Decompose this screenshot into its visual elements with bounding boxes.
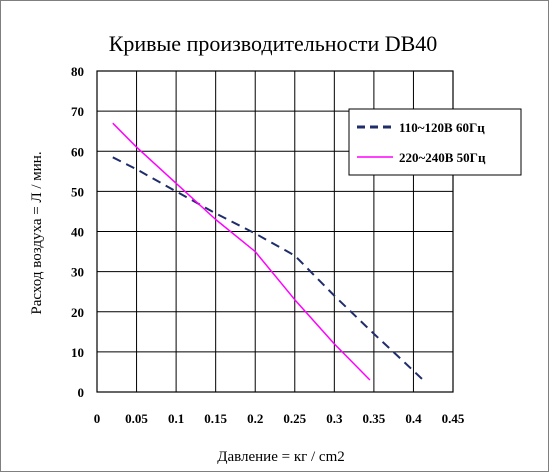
x-tick-label: 0.25 xyxy=(283,411,306,426)
series-lines xyxy=(112,122,426,383)
x-tick-label: 0.1 xyxy=(168,411,184,426)
legend-label-1: 220~240В 50Гц xyxy=(399,150,486,165)
x-tick-label: 0.2 xyxy=(247,411,263,426)
series-line-1 xyxy=(112,122,371,381)
legend: 110~120В 60Гц 220~240В 50Гц xyxy=(348,108,522,176)
x-tick-label: 0.4 xyxy=(405,411,422,426)
y-tick-label: 0 xyxy=(78,385,85,400)
y-tick-label: 20 xyxy=(71,305,84,320)
series-line-0 xyxy=(112,156,426,383)
x-axis-label: Давление = кг / cm2 xyxy=(217,449,345,465)
legend-label-0: 110~120В 60Гц xyxy=(399,120,485,135)
plot-area-border xyxy=(96,70,454,393)
x-tick-label: 0.45 xyxy=(442,411,465,426)
plot-grid xyxy=(96,70,454,393)
chart-title: Кривые производительности DB40 xyxy=(109,31,438,56)
y-tick-label: 60 xyxy=(71,144,84,159)
x-tick-labels: 0 0.05 0.1 0.15 0.2 0.25 0.3 0.35 0.4 0.45 xyxy=(94,411,465,426)
y-axis-label: Расход воздуха = Л / мин. xyxy=(29,151,45,314)
y-tick-label: 40 xyxy=(71,225,84,240)
y-tick-labels: 0 10 20 30 40 50 60 70 80 xyxy=(71,64,84,400)
legend-box xyxy=(348,108,522,176)
x-tick-label: 0 xyxy=(94,411,101,426)
x-tick-label: 0.35 xyxy=(363,411,386,426)
y-tick-label: 70 xyxy=(71,104,84,119)
y-tick-label: 50 xyxy=(71,184,84,199)
x-tick-label: 0.15 xyxy=(204,411,227,426)
y-tick-label: 80 xyxy=(71,64,84,79)
x-tick-label: 0.3 xyxy=(326,411,343,426)
y-tick-label: 30 xyxy=(71,265,84,280)
x-tick-label: 0.05 xyxy=(125,411,148,426)
y-tick-label: 10 xyxy=(71,345,84,360)
